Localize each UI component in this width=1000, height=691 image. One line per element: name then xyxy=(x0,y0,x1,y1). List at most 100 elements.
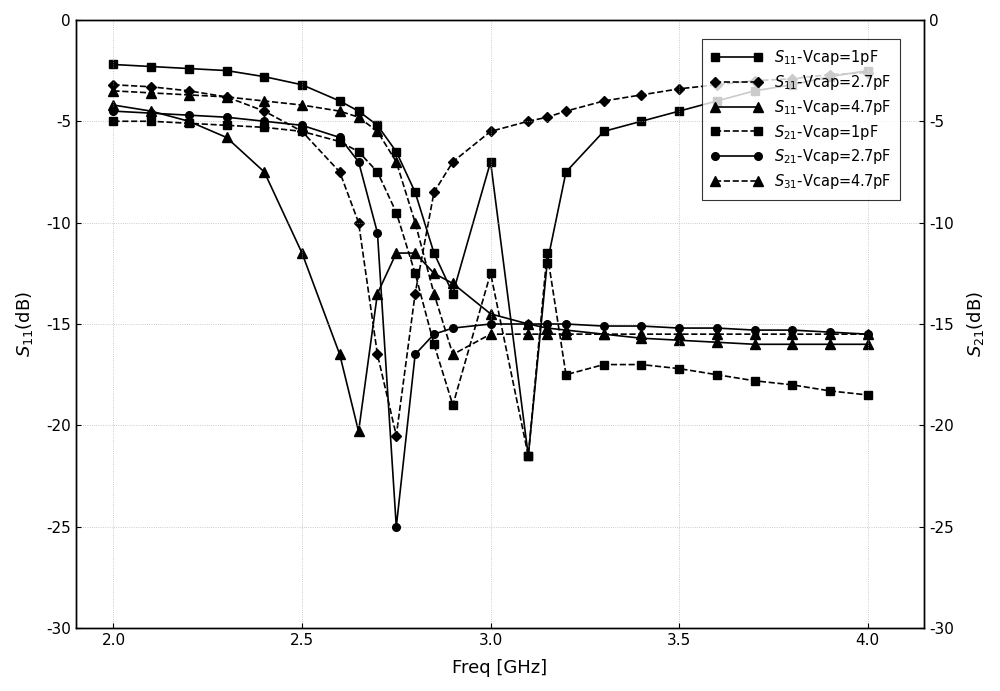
$S_{21}$-Vcap=2.7pF xyxy=(183,111,195,120)
$S_{21}$-Vcap=1pF xyxy=(824,387,836,395)
$S_{11}$-Vcap=2.7pF xyxy=(390,431,402,439)
Line: $S_{21}$-Vcap=2.7pF: $S_{21}$-Vcap=2.7pF xyxy=(110,107,872,531)
$S_{21}$-Vcap=2.7pF xyxy=(598,322,610,330)
$S_{11}$-Vcap=4.7pF xyxy=(485,310,497,318)
$S_{11}$-Vcap=4.7pF xyxy=(749,340,761,348)
$S_{21}$-Vcap=2.7pF xyxy=(371,229,383,237)
$S_{21}$-Vcap=1pF xyxy=(183,119,195,127)
$S_{11}$-Vcap=2.7pF xyxy=(485,127,497,135)
$S_{11}$-Vcap=1pF xyxy=(541,259,553,267)
$S_{21}$-Vcap=1pF xyxy=(145,117,157,125)
$S_{11}$-Vcap=4.7pF xyxy=(824,340,836,348)
$S_{11}$-Vcap=4.7pF xyxy=(390,249,402,257)
$S_{21}$-Vcap=1pF xyxy=(409,269,421,278)
$S_{31}$-Vcap=4.7pF xyxy=(390,158,402,166)
$S_{11}$-Vcap=4.7pF xyxy=(371,290,383,298)
$S_{11}$-Vcap=4.7pF xyxy=(409,249,421,257)
$S_{31}$-Vcap=4.7pF xyxy=(258,97,270,105)
$S_{21}$-Vcap=1pF xyxy=(258,123,270,131)
$S_{21}$-Vcap=2.7pF xyxy=(560,320,572,328)
$S_{21}$-Vcap=2.7pF xyxy=(749,326,761,334)
Line: $S_{21}$-Vcap=1pF: $S_{21}$-Vcap=1pF xyxy=(110,117,872,460)
$S_{31}$-Vcap=4.7pF xyxy=(145,88,157,97)
$S_{31}$-Vcap=4.7pF xyxy=(786,330,798,339)
$S_{31}$-Vcap=4.7pF xyxy=(673,330,685,339)
$S_{21}$-Vcap=1pF xyxy=(334,138,346,146)
$S_{11}$-Vcap=1pF xyxy=(353,107,365,115)
$S_{31}$-Vcap=4.7pF xyxy=(107,86,119,95)
$S_{11}$-Vcap=4.7pF xyxy=(258,168,270,176)
$S_{11}$-Vcap=2.7pF xyxy=(541,113,553,122)
$S_{11}$-Vcap=4.7pF xyxy=(353,427,365,435)
$S_{11}$-Vcap=4.7pF xyxy=(560,326,572,334)
$S_{11}$-Vcap=4.7pF xyxy=(635,334,647,342)
Y-axis label: $S_{21}$(dB): $S_{21}$(dB) xyxy=(965,291,986,357)
$S_{21}$-Vcap=2.7pF xyxy=(258,117,270,125)
$S_{11}$-Vcap=1pF xyxy=(390,148,402,156)
$S_{21}$-Vcap=1pF xyxy=(107,117,119,125)
$S_{31}$-Vcap=4.7pF xyxy=(183,91,195,99)
$S_{11}$-Vcap=2.7pF xyxy=(409,290,421,298)
$S_{21}$-Vcap=2.7pF xyxy=(673,324,685,332)
$S_{11}$-Vcap=2.7pF xyxy=(296,127,308,135)
$S_{11}$-Vcap=2.7pF xyxy=(107,81,119,89)
$S_{11}$-Vcap=4.7pF xyxy=(673,336,685,344)
$S_{21}$-Vcap=1pF xyxy=(541,249,553,257)
$S_{21}$-Vcap=2.7pF xyxy=(862,330,874,339)
$S_{11}$-Vcap=2.7pF xyxy=(447,158,459,166)
$S_{11}$-Vcap=2.7pF xyxy=(428,188,440,196)
$S_{21}$-Vcap=2.7pF xyxy=(522,320,534,328)
$S_{21}$-Vcap=2.7pF xyxy=(786,326,798,334)
$S_{11}$-Vcap=1pF xyxy=(221,66,233,75)
$S_{21}$-Vcap=1pF xyxy=(353,148,365,156)
$S_{11}$-Vcap=2.7pF xyxy=(749,77,761,85)
$S_{31}$-Vcap=4.7pF xyxy=(296,101,308,109)
Legend: $S_{11}$-Vcap=1pF, $S_{11}$-Vcap=2.7pF, $S_{11}$-Vcap=4.7pF, $S_{21}$-Vcap=1pF, : $S_{11}$-Vcap=1pF, $S_{11}$-Vcap=2.7pF, … xyxy=(702,39,900,200)
$S_{31}$-Vcap=4.7pF xyxy=(824,330,836,339)
$S_{21}$-Vcap=2.7pF xyxy=(334,133,346,142)
$S_{31}$-Vcap=4.7pF xyxy=(711,330,723,339)
$S_{11}$-Vcap=2.7pF xyxy=(145,83,157,91)
$S_{21}$-Vcap=2.7pF xyxy=(409,350,421,359)
Line: $S_{31}$-Vcap=4.7pF: $S_{31}$-Vcap=4.7pF xyxy=(109,86,872,359)
$S_{11}$-Vcap=4.7pF xyxy=(711,338,723,346)
$S_{31}$-Vcap=4.7pF xyxy=(485,330,497,339)
$S_{11}$-Vcap=4.7pF xyxy=(447,279,459,287)
$S_{11}$-Vcap=2.7pF xyxy=(560,107,572,115)
$S_{11}$-Vcap=2.7pF xyxy=(353,218,365,227)
$S_{11}$-Vcap=1pF xyxy=(145,62,157,70)
$S_{11}$-Vcap=2.7pF xyxy=(334,168,346,176)
$S_{11}$-Vcap=4.7pF xyxy=(786,340,798,348)
$S_{21}$-Vcap=1pF xyxy=(560,370,572,379)
$S_{11}$-Vcap=2.7pF xyxy=(371,350,383,359)
$S_{11}$-Vcap=2.7pF xyxy=(824,70,836,79)
$S_{11}$-Vcap=4.7pF xyxy=(862,340,874,348)
$S_{31}$-Vcap=4.7pF xyxy=(749,330,761,339)
$S_{21}$-Vcap=1pF xyxy=(428,340,440,348)
$S_{11}$-Vcap=1pF xyxy=(183,64,195,73)
X-axis label: Freq [GHz]: Freq [GHz] xyxy=(452,659,548,677)
$S_{11}$-Vcap=1pF xyxy=(786,81,798,89)
$S_{11}$-Vcap=1pF xyxy=(522,452,534,460)
$S_{21}$-Vcap=2.7pF xyxy=(107,107,119,115)
$S_{11}$-Vcap=4.7pF xyxy=(541,324,553,332)
$S_{11}$-Vcap=2.7pF xyxy=(598,97,610,105)
$S_{31}$-Vcap=4.7pF xyxy=(522,330,534,339)
$S_{11}$-Vcap=2.7pF xyxy=(183,86,195,95)
$S_{31}$-Vcap=4.7pF xyxy=(409,218,421,227)
$S_{11}$-Vcap=1pF xyxy=(749,86,761,95)
$S_{31}$-Vcap=4.7pF xyxy=(334,107,346,115)
$S_{11}$-Vcap=4.7pF xyxy=(334,350,346,359)
$S_{11}$-Vcap=1pF xyxy=(428,249,440,257)
$S_{21}$-Vcap=2.7pF xyxy=(296,121,308,129)
$S_{11}$-Vcap=1pF xyxy=(107,60,119,68)
$S_{31}$-Vcap=4.7pF xyxy=(635,330,647,339)
$S_{11}$-Vcap=1pF xyxy=(485,158,497,166)
Line: $S_{11}$-Vcap=1pF: $S_{11}$-Vcap=1pF xyxy=(110,61,872,460)
$S_{11}$-Vcap=1pF xyxy=(862,66,874,75)
$S_{21}$-Vcap=1pF xyxy=(786,381,798,389)
$S_{11}$-Vcap=1pF xyxy=(560,168,572,176)
$S_{11}$-Vcap=4.7pF xyxy=(296,249,308,257)
$S_{21}$-Vcap=1pF xyxy=(371,168,383,176)
Line: $S_{11}$-Vcap=4.7pF: $S_{11}$-Vcap=4.7pF xyxy=(109,100,872,436)
